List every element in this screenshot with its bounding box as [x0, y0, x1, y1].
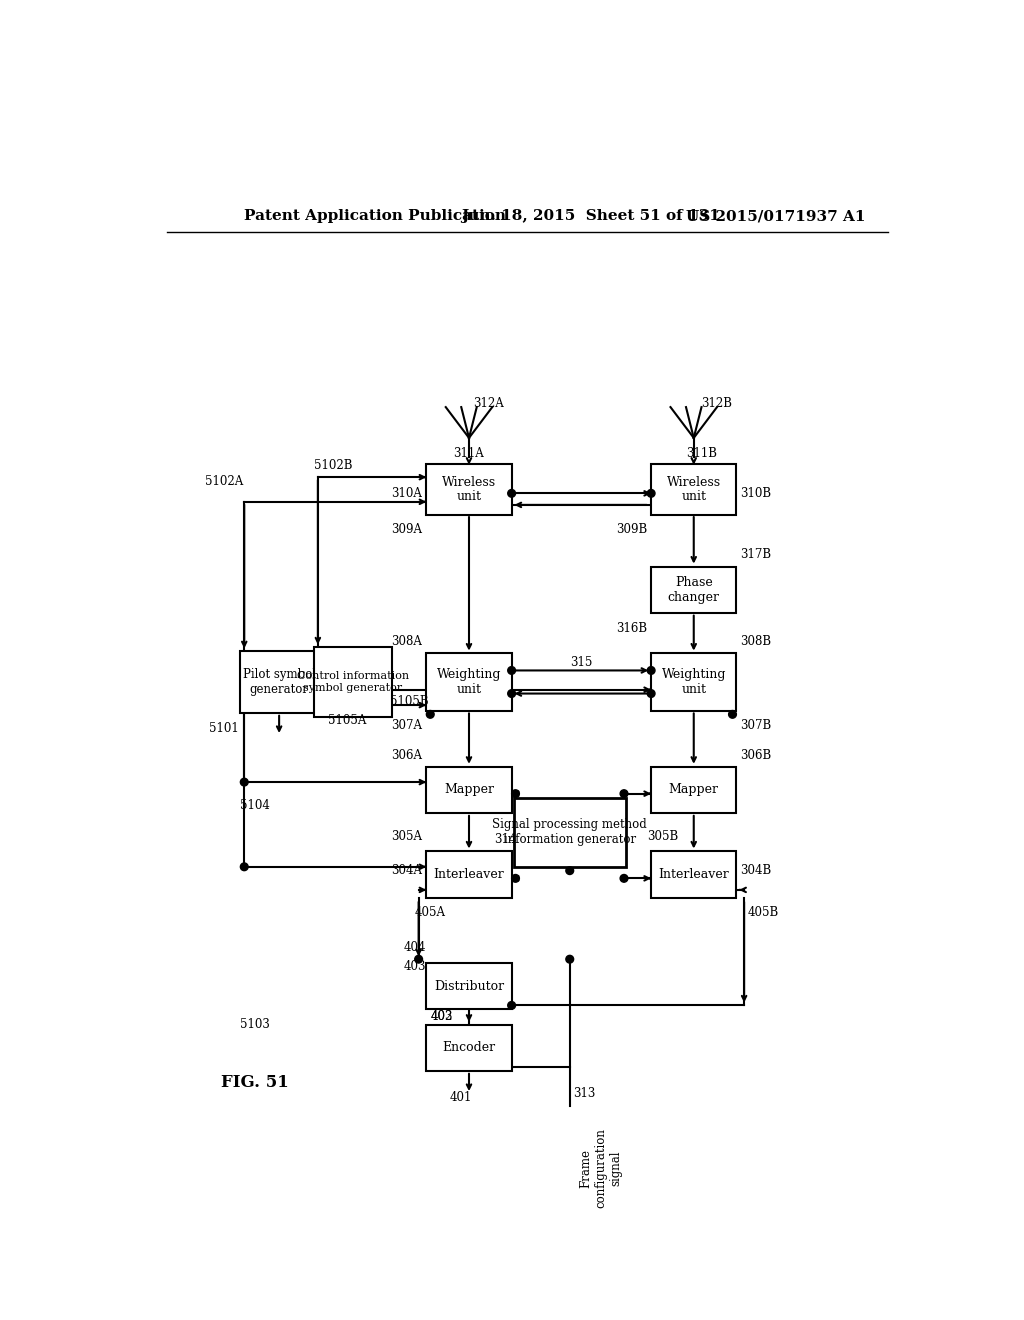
Circle shape: [508, 689, 515, 697]
Text: Signal processing method
information generator: Signal processing method information gen…: [493, 818, 647, 846]
Text: Weighting
unit: Weighting unit: [662, 668, 726, 696]
Bar: [314, 647, 391, 717]
Text: Patent Application Publication: Patent Application Publication: [245, 209, 506, 223]
Text: 311B: 311B: [686, 446, 717, 459]
Text: Distributor: Distributor: [434, 979, 504, 993]
Text: 5105B: 5105B: [390, 694, 429, 708]
Text: Mapper: Mapper: [444, 783, 494, 796]
Text: 307B: 307B: [740, 719, 771, 733]
Text: Frame
configuration
signal: Frame configuration signal: [579, 1129, 622, 1209]
Bar: [426, 653, 512, 711]
Text: 312B: 312B: [701, 397, 732, 409]
Circle shape: [566, 867, 573, 875]
Circle shape: [241, 863, 248, 871]
Text: 5105A: 5105A: [328, 714, 367, 727]
Circle shape: [508, 1002, 515, 1010]
Circle shape: [647, 689, 655, 697]
Text: 310A: 310A: [391, 487, 422, 500]
Text: Wireless
unit: Wireless unit: [442, 475, 496, 503]
Circle shape: [621, 874, 628, 882]
Text: 316B: 316B: [616, 622, 647, 635]
Text: 405A: 405A: [415, 907, 445, 920]
Text: Phase
changer: Phase changer: [668, 576, 720, 603]
Text: 5101: 5101: [209, 722, 240, 735]
Bar: [651, 465, 736, 515]
Bar: [651, 767, 736, 813]
Circle shape: [241, 779, 248, 785]
Text: US 2015/0171937 A1: US 2015/0171937 A1: [686, 209, 865, 223]
Text: Control information
symbol generator: Control information symbol generator: [297, 671, 409, 693]
Text: 405B: 405B: [748, 907, 779, 920]
Bar: [651, 851, 736, 898]
Bar: [241, 651, 317, 713]
Bar: [426, 465, 512, 515]
Text: 313: 313: [573, 1088, 596, 1101]
Circle shape: [566, 956, 573, 964]
Text: 309B: 309B: [616, 523, 647, 536]
Bar: [426, 964, 512, 1010]
Text: Mapper: Mapper: [669, 783, 719, 796]
Circle shape: [621, 789, 628, 797]
Text: 311A: 311A: [454, 446, 484, 459]
Text: Interleaver: Interleaver: [658, 869, 729, 880]
Text: 5103: 5103: [241, 1018, 270, 1031]
Circle shape: [647, 667, 655, 675]
Text: 309A: 309A: [391, 523, 423, 536]
Text: Encoder: Encoder: [442, 1041, 496, 1055]
Text: 310B: 310B: [740, 487, 771, 500]
Circle shape: [512, 789, 519, 797]
Text: Interleaver: Interleaver: [433, 869, 505, 880]
Text: FIG. 51: FIG. 51: [221, 1074, 289, 1090]
Text: 305A: 305A: [391, 829, 423, 842]
Bar: [651, 566, 736, 612]
Text: 304A: 304A: [391, 865, 423, 878]
Bar: [426, 1024, 512, 1071]
Text: 317B: 317B: [740, 548, 771, 561]
Circle shape: [512, 874, 519, 882]
Circle shape: [426, 710, 434, 718]
Text: 5102A: 5102A: [206, 475, 244, 488]
Bar: [514, 797, 626, 867]
Text: 308B: 308B: [740, 635, 771, 648]
Text: Wireless
unit: Wireless unit: [667, 475, 721, 503]
Text: 304B: 304B: [740, 865, 771, 878]
Text: 308A: 308A: [391, 635, 422, 648]
Circle shape: [729, 710, 736, 718]
Text: 306A: 306A: [391, 748, 423, 762]
Text: 5104: 5104: [241, 799, 270, 812]
Text: 402: 402: [430, 1010, 453, 1023]
Bar: [651, 653, 736, 711]
Text: 314: 314: [495, 833, 517, 846]
Text: 404: 404: [403, 941, 426, 954]
Bar: [426, 767, 512, 813]
Text: 305B: 305B: [647, 829, 679, 842]
Text: 306B: 306B: [740, 748, 771, 762]
Text: 312A: 312A: [473, 397, 504, 409]
Text: 5102B: 5102B: [314, 459, 352, 473]
Bar: [426, 851, 512, 898]
Text: Jun. 18, 2015  Sheet 51 of 131: Jun. 18, 2015 Sheet 51 of 131: [461, 209, 720, 223]
Circle shape: [647, 490, 655, 498]
Text: Weighting
unit: Weighting unit: [437, 668, 502, 696]
Text: 403: 403: [430, 1010, 453, 1023]
Text: 401: 401: [450, 1092, 472, 1105]
Text: Pilot symbol
generator: Pilot symbol generator: [243, 668, 315, 696]
Text: 315: 315: [569, 656, 592, 669]
Circle shape: [508, 490, 515, 498]
Text: 403: 403: [403, 961, 426, 973]
Text: 307A: 307A: [391, 719, 423, 733]
Circle shape: [508, 667, 515, 675]
Circle shape: [415, 956, 423, 964]
